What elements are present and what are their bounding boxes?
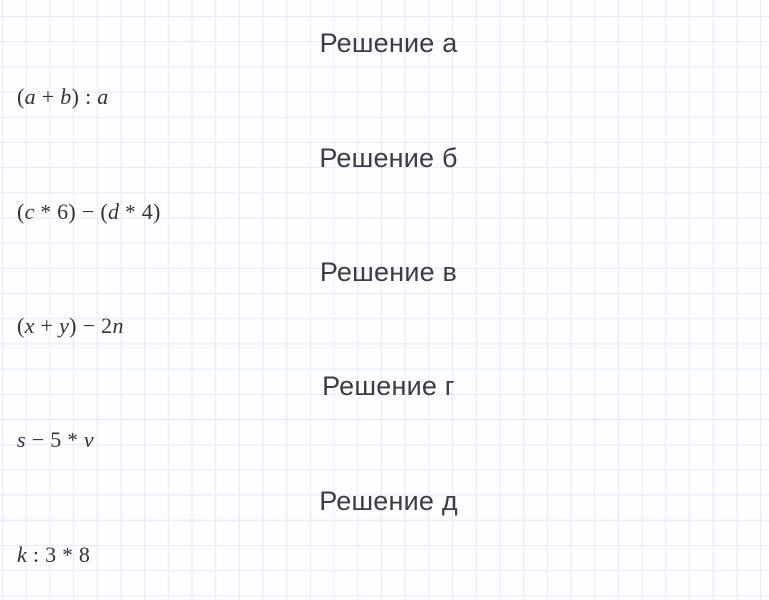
math-expression: (c * 6) − (d * 4) <box>17 199 161 224</box>
section-heading: Решение б <box>319 143 458 173</box>
math-expression: k : 3 * 8 <box>17 542 91 567</box>
section-heading: Решение а <box>319 28 458 58</box>
section-heading: Решение д <box>319 486 458 516</box>
solution-section-v: Решение в (x + y) − 2n <box>0 255 769 341</box>
math-expression: s − 5 * v <box>17 427 94 452</box>
math-expression: (a + b) : a <box>17 84 109 109</box>
math-expression: (x + y) − 2n <box>17 313 124 338</box>
solution-section-b: Решение б (c * 6) − (d * 4) <box>0 141 769 227</box>
solution-section-d: Решение д k : 3 * 8 <box>0 484 769 570</box>
section-heading: Решение в <box>319 257 458 287</box>
solution-section-a: Решение а (a + b) : a <box>0 26 769 112</box>
solution-section-g: Решение г s − 5 * v <box>0 369 769 455</box>
section-heading: Решение г <box>322 371 455 401</box>
